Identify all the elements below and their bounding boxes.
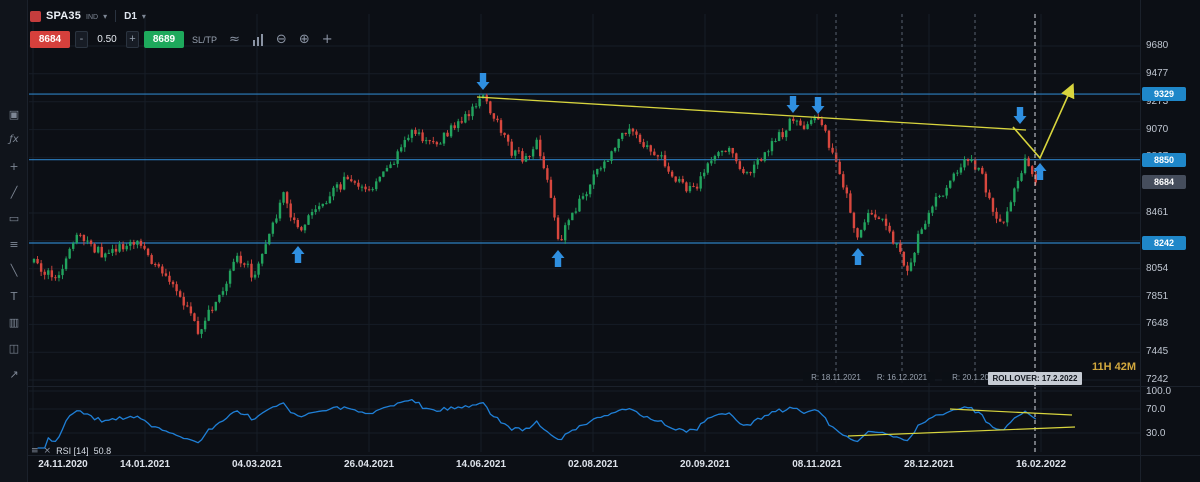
list-icon[interactable]: ≡: [9, 238, 19, 251]
volume-plus-button[interactable]: +: [126, 31, 139, 48]
chart-bars-icon[interactable]: [252, 33, 264, 46]
level-price-badge[interactable]: 8242: [1142, 236, 1186, 250]
rsi-tick: 30.0: [1146, 428, 1166, 439]
rollover-label: R: 20.1.2022: [942, 372, 1008, 383]
symbol-name[interactable]: SPA35: [46, 10, 82, 22]
sell-signal-arrow[interactable]: [811, 97, 825, 114]
buy-signal-arrow[interactable]: [851, 248, 865, 265]
trade-row: 8684 - 0.50 + 8689 SL/TP ≈ ⊖ ⊕ +: [30, 31, 333, 48]
rsi-value: 50.8: [93, 446, 112, 456]
symbol-row: SPA35 IND ▾ D1 ▾: [30, 8, 333, 24]
buy-signal-arrow[interactable]: [1033, 163, 1047, 180]
toolbar-divider: [115, 10, 117, 22]
date-label: 24.11.2020: [38, 459, 88, 470]
sell-signal-arrow[interactable]: [1013, 107, 1027, 124]
move-crosshair-icon[interactable]: +: [321, 32, 333, 47]
snapshot-icon[interactable]: ▣: [8, 108, 20, 121]
price-tick: 7851: [1146, 290, 1169, 302]
rsi-pane-separator: [28, 386, 1200, 387]
sell-signal-arrow[interactable]: [786, 96, 800, 113]
indicator-close-icon[interactable]: ×: [43, 446, 52, 456]
date-label: 16.02.2022: [1015, 459, 1067, 470]
chart-type-icon[interactable]: ≈: [229, 32, 240, 47]
sltp-button[interactable]: SL/TP: [192, 34, 218, 45]
date-label: 14.06.2021: [455, 459, 507, 470]
chevron-down-icon[interactable]: ▾: [103, 11, 108, 21]
volume-minus-button[interactable]: -: [75, 31, 88, 48]
date-label: 28.12.2021: [903, 459, 955, 470]
buy-signal-arrow[interactable]: [551, 250, 565, 267]
date-label: 20.09.2021: [679, 459, 731, 470]
date-label: 14.01.2021: [119, 459, 171, 470]
candlesticks: [32, 93, 1037, 339]
add-instrument-icon[interactable]: +: [9, 160, 19, 173]
rollover-label: R: 18.11.2021: [803, 372, 869, 383]
rsi-trendline-upper: [949, 408, 1073, 416]
price-tick: 9273: [1146, 95, 1169, 107]
text-tool-icon[interactable]: T: [10, 290, 18, 303]
rsi-legend: ≡ × RSI [14] 50.8: [31, 446, 111, 456]
price-tick: 9680: [1146, 40, 1169, 51]
level-price-badge[interactable]: 8850: [1142, 152, 1186, 167]
drawing-toolbar: ▣ ƒx + ╱ ▭ ≡ ╲ T ▥ ◫ ↗: [0, 0, 28, 482]
symbol-type-label: IND: [86, 13, 99, 21]
trendline-tool-icon[interactable]: ╱: [10, 186, 18, 199]
volume-value: 0.50: [97, 34, 117, 45]
price-tick: 9477: [1146, 67, 1169, 79]
date-label: 26.04.2021: [343, 459, 395, 470]
rsi-plot: [37, 398, 1037, 449]
support-resistance-lines[interactable]: [29, 93, 1140, 244]
rsi-tick: 100.0: [1146, 386, 1172, 397]
timeframe-selector[interactable]: D1: [124, 10, 137, 22]
chart-toolbar: SPA35 IND ▾ D1 ▾ 8684 - 0.50 + 8689 SL/T…: [30, 8, 333, 48]
share-icon[interactable]: ↗: [9, 368, 19, 381]
price-tick: 8461: [1146, 207, 1169, 218]
indicator-menu-icon[interactable]: ≡: [31, 446, 39, 456]
level-price-badge[interactable]: 9329: [1142, 87, 1186, 102]
current-price-badge: 8684: [1142, 175, 1186, 190]
function-icon[interactable]: ƒx: [9, 134, 19, 145]
drawing-objects[interactable]: [291, 73, 1076, 437]
rollover-current-label: ROLLOVER: 17.2.2022: [988, 372, 1082, 385]
rsi-tick: 70.0: [1146, 404, 1166, 415]
rsi-label: RSI [14]: [56, 446, 89, 456]
price-tick: 7648: [1146, 318, 1169, 330]
price-tick: 8054: [1146, 262, 1169, 274]
brush-tool-icon[interactable]: ╲: [10, 264, 18, 277]
date-label: 08.11.2021: [792, 459, 842, 470]
zoom-out-icon[interactable]: ⊖: [275, 32, 287, 47]
chevron-down-icon[interactable]: ▾: [141, 11, 146, 21]
time-axis-separator: [28, 455, 1200, 456]
date-label: 04.03.2021: [231, 459, 283, 470]
date-label: 02.08.2021: [567, 459, 619, 470]
sell-signal-arrow[interactable]: [476, 73, 490, 90]
forecast-zigzag-arrow: [1012, 83, 1075, 160]
price-tick: 7445: [1146, 346, 1169, 358]
zoom-in-icon[interactable]: ⊕: [298, 32, 310, 47]
buy-signal-arrow[interactable]: [291, 246, 305, 263]
sell-button[interactable]: 8684: [30, 31, 70, 48]
price-tick: 7242: [1146, 374, 1169, 385]
rollover-label: R: 16.12.2021: [869, 372, 935, 383]
price-tick: 9070: [1146, 123, 1169, 135]
price-axis-separator: [1140, 0, 1141, 482]
descending-trendline: [476, 96, 1027, 131]
rollover-countdown: 11H 42M: [1091, 361, 1136, 373]
indicator-icon[interactable]: ▥: [8, 316, 20, 329]
shapes-tool-icon[interactable]: ▭: [8, 212, 20, 225]
objects-icon[interactable]: ◫: [8, 342, 20, 355]
buy-button[interactable]: 8689: [144, 31, 184, 48]
instrument-icon: [30, 10, 41, 22]
rsi-trendline-lower: [847, 426, 1076, 437]
